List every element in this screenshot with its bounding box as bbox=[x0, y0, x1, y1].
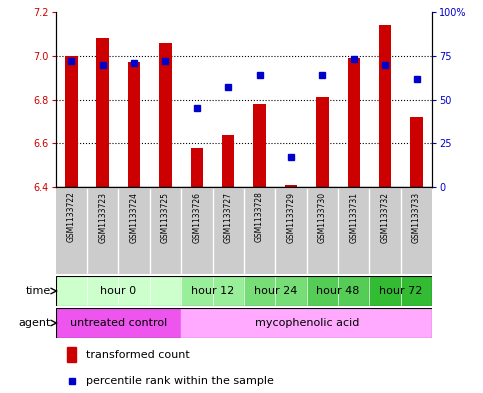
Text: untreated control: untreated control bbox=[70, 318, 167, 328]
Text: GSM1133726: GSM1133726 bbox=[192, 191, 201, 242]
Text: GSM1133728: GSM1133728 bbox=[255, 191, 264, 242]
Bar bbox=[97, 38, 109, 187]
Bar bbox=[348, 58, 360, 187]
Bar bbox=[222, 134, 235, 187]
Text: GSM1133730: GSM1133730 bbox=[318, 191, 327, 242]
Bar bbox=[65, 56, 78, 187]
Text: hour 0: hour 0 bbox=[100, 286, 136, 296]
Text: hour 12: hour 12 bbox=[191, 286, 234, 296]
Bar bbox=[244, 276, 307, 306]
Text: hour 72: hour 72 bbox=[379, 286, 423, 296]
Bar bbox=[128, 62, 141, 187]
Bar bbox=[411, 117, 423, 187]
Text: transformed count: transformed count bbox=[85, 349, 189, 360]
Text: GSM1133733: GSM1133733 bbox=[412, 191, 421, 242]
Bar bbox=[190, 148, 203, 187]
Text: hour 48: hour 48 bbox=[316, 286, 360, 296]
Bar bbox=[379, 25, 391, 187]
Text: GSM1133727: GSM1133727 bbox=[224, 191, 233, 242]
Text: GSM1133725: GSM1133725 bbox=[161, 191, 170, 242]
Bar bbox=[369, 276, 432, 306]
Bar bbox=[159, 42, 172, 187]
Text: GSM1133723: GSM1133723 bbox=[98, 191, 107, 242]
Bar bbox=[67, 347, 76, 362]
Bar bbox=[181, 308, 432, 338]
Text: GSM1133729: GSM1133729 bbox=[286, 191, 296, 242]
Text: GSM1133722: GSM1133722 bbox=[67, 191, 76, 242]
Text: mycophenolic acid: mycophenolic acid bbox=[255, 318, 359, 328]
Bar bbox=[181, 276, 244, 306]
Bar bbox=[307, 276, 369, 306]
Bar bbox=[285, 185, 298, 187]
Text: GSM1133724: GSM1133724 bbox=[129, 191, 139, 242]
Text: percentile rank within the sample: percentile rank within the sample bbox=[85, 376, 273, 386]
Bar bbox=[253, 104, 266, 187]
Bar bbox=[56, 276, 181, 306]
Text: GSM1133732: GSM1133732 bbox=[381, 191, 390, 242]
Text: agent: agent bbox=[18, 318, 51, 328]
Bar bbox=[316, 97, 329, 187]
Text: time: time bbox=[26, 286, 51, 296]
Bar bbox=[56, 308, 181, 338]
Text: hour 24: hour 24 bbox=[254, 286, 297, 296]
Text: GSM1133731: GSM1133731 bbox=[349, 191, 358, 242]
